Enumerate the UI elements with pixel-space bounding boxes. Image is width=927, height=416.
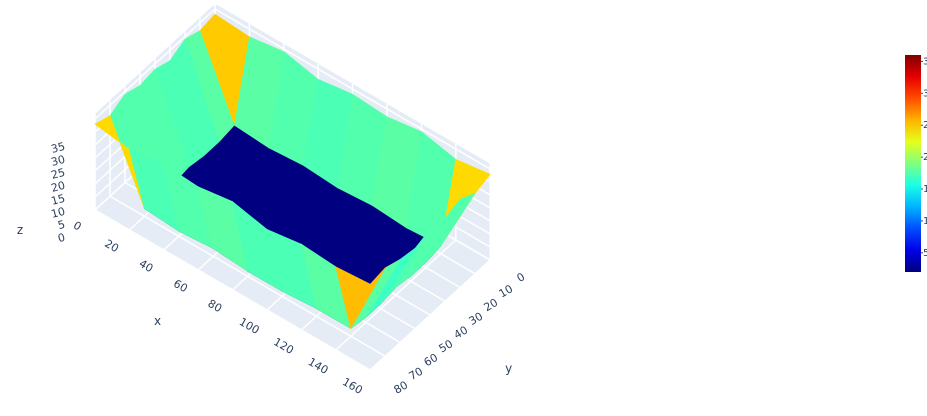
x-axis-title: x [154,314,161,328]
grid-line [94,209,371,371]
z-tick-label: 10 [50,205,67,221]
x-tick-label: 20 [102,237,121,255]
colorbar [905,55,921,272]
x-tick-label: 80 [206,297,225,315]
y-tick-label: 40 [452,323,471,341]
x-tick-label: 160 [340,375,365,397]
z-tick-label: 5 [56,218,66,232]
y-tick-label: 20 [482,296,501,314]
colorbar-tick-label: 20 [923,152,927,163]
x-tick-label: 140 [306,355,331,377]
y-tick-label: 30 [467,310,486,328]
colorbar-tick-label: 5 [923,248,927,259]
z-tick-label: 15 [50,192,67,208]
colorbar-tick-label: 25 [923,120,927,131]
y-tick-label: 50 [437,337,456,355]
z-tick-label: 25 [50,166,67,182]
surface-cell [335,266,386,330]
z-tick-label: 0 [56,231,66,245]
x-tick-label: 120 [271,335,296,357]
colorbar-tick-label: 35 [923,56,927,67]
colorbar-tick-label: 10 [923,216,927,227]
x-tick-label: 100 [237,315,262,337]
x-tick-label: 0 [71,219,84,234]
grid-line [214,8,491,170]
z-axis-title: z [17,223,23,237]
colorbar-tick-label: 15 [923,184,927,195]
z-tick-label: 20 [50,179,67,195]
x-tick-label: 60 [171,277,190,295]
y-tick-label: 10 [497,282,516,300]
grid-line [94,8,216,120]
y-tick-label: 80 [392,378,411,396]
y-tick-label: 70 [407,365,426,383]
x-tick-label: 40 [137,257,156,275]
y-axis-title: y [505,362,512,376]
y-tick-label: 0 [515,270,528,285]
y-tick-label: 60 [422,351,441,369]
z-tick-label: 35 [50,140,67,156]
grid-line [109,195,386,357]
colorbar-tick-label: 30 [923,88,927,99]
z-tick-label: 30 [50,153,67,169]
